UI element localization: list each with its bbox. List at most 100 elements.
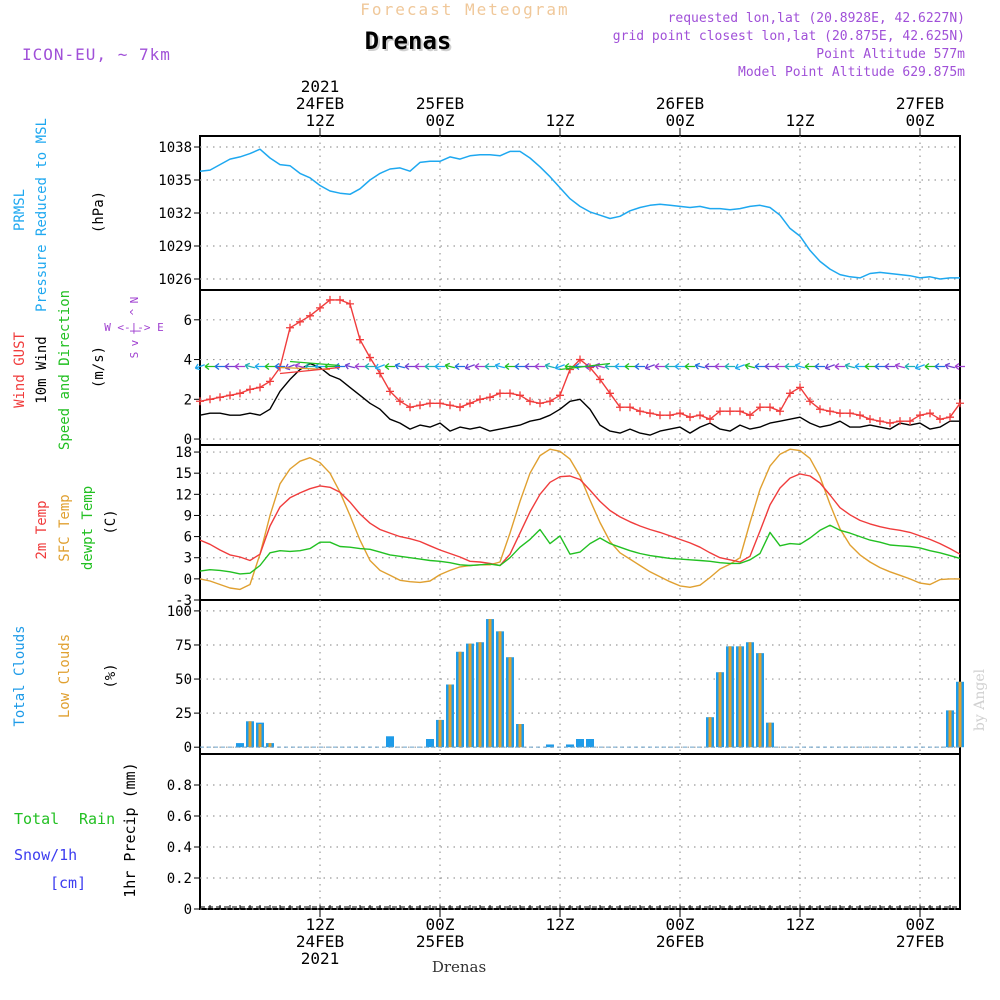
wind-direction-arrow [554,363,565,371]
low-clouds-bar [758,653,762,748]
time-label-bottom: 12Z [306,915,335,934]
wind-gust-marker [386,387,394,396]
wind-gust-marker [486,393,494,402]
wind-gust-marker [876,417,884,426]
low-clouds-bar [248,721,252,748]
watermark: by Angel [972,668,988,731]
wind-gust-marker [856,411,864,420]
y-tick-label: 0 [184,572,192,588]
y-tick-label: 2 [184,392,192,408]
panel-frame-pressure [199,135,961,291]
wind-gust-marker [826,407,834,416]
location-title-shadow: Drenas [365,27,452,55]
cloud-labels: Total Clouds Low Clouds (%) [12,625,119,726]
temp-2m-line [199,473,961,567]
y-tick-label: 4 [184,353,192,369]
y-tick-label: 1035 [158,173,192,189]
time-label-top: 12Z [546,111,575,130]
time-label-bottom: 12Z [786,915,815,934]
wind-direction-arrow [284,363,295,371]
pressure-labels: PRMSL Pressure Reduced to MSL (hPa) [12,118,107,312]
time-label-bottom: 27FEB [896,932,944,951]
wind-direction-arrow [924,362,935,371]
wind-labels: Wind GUST 10m Wind Speed and Direction (… [12,290,107,450]
total-clouds-bar [546,744,554,748]
pressure-msl-label: Pressure Reduced to MSL [34,118,50,312]
wind-direction-arrow [914,363,925,371]
y-tick-label: 0 [184,902,192,918]
compass-bar: | [128,328,141,335]
y-tick-label: 1032 [158,206,192,222]
wind-gust-marker [236,389,244,398]
time-label-top: 00Z [906,111,935,130]
low-clouds-bar [508,657,512,748]
panel-frame-temperature [199,444,961,601]
total-clouds-bar [586,739,594,748]
wind-gust-marker [356,335,364,344]
wind-direction-arrow [754,362,765,371]
plot-layer: 102610291032103510380246-303691215180255… [158,77,965,968]
wind-direction-arrow [434,362,445,371]
wind-direction-arrow [354,362,365,371]
wind-gust-marker [636,407,644,416]
wind-gust-marker [626,403,634,412]
wind-gust-marker [796,383,804,392]
wind-gust-marker [706,415,714,424]
wind-gust-marker [896,417,904,426]
wind-gust-marker [786,389,794,398]
clouds-unit-label: (%) [103,663,119,688]
wind-direction-arrow [394,362,405,370]
wind-direction-arrow [234,362,245,371]
panel-frame-precipitation [199,753,961,910]
low-clouds-bar [718,672,722,748]
wind-direction-arrow [464,363,475,371]
wind-gust-marker [266,377,274,386]
low-clouds-bar [498,631,502,748]
wind-direction-long-arrow [559,362,611,371]
wind-gust-marker [926,409,934,418]
low-clouds-bar [438,719,442,748]
wind-gust-marker [336,295,344,304]
wind-direction-arrow [444,362,455,370]
wind-direction-arrow [224,362,235,371]
wind-gust-marker [476,395,484,404]
time-label-top: 12Z [786,111,815,130]
low-clouds-bar [448,684,452,748]
wind-direction-arrow [484,362,495,371]
wind-gust-marker [776,407,784,416]
y-tick-label: 1026 [158,272,192,288]
wind-direction-arrow [874,362,885,371]
wind-speed-line [199,362,960,436]
precip-snow-label: Snow/1h [14,846,77,864]
y-tick-label: 25 [175,706,192,722]
wind-direction-arrow [674,362,685,371]
wind-gust-marker [836,409,844,418]
wind-direction-arrow [814,362,825,371]
wind-gust-marker [766,403,774,412]
wind-gust-marker [736,407,744,416]
wind-direction-arrow [204,362,215,371]
dewpt-temp-line [199,524,961,575]
y-tick-label: 1038 [158,140,192,156]
wind-direction-arrow [514,362,525,371]
model-label: ICON-EU, ~ 7km [22,45,171,64]
time-label-top: 27FEB [896,94,944,113]
precip-cm-label: [cm] [50,874,86,892]
location-title: Drenas [367,29,454,57]
wind-gust-marker [196,397,204,406]
wind-gust-marker [516,391,524,400]
temp-dewpt-label: dewpt Temp [80,486,96,570]
wind-direction-arrow [744,362,755,370]
wind-gust-marker [666,411,674,420]
y-tick-label: 0.2 [167,871,192,887]
time-label-top: 00Z [426,111,455,130]
y-tick-label: 6 [184,313,192,329]
wind-gust-marker [536,399,544,408]
wind-direction-arrow [494,362,505,370]
wind-direction-arrow [244,362,255,370]
low-clouds-bar [958,681,962,748]
wind-direction-arrow [634,362,645,371]
low-clouds-bar [468,643,472,748]
total-clouds-bar [426,739,434,748]
